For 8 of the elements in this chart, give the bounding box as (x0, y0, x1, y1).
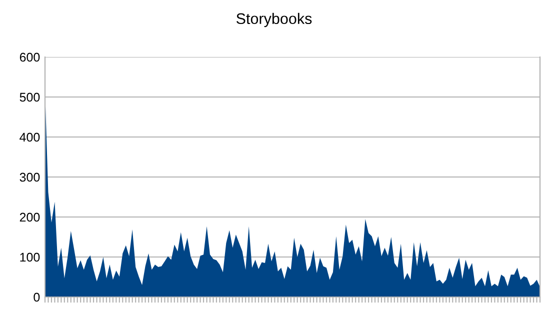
y-tick-label: 400 (20, 132, 40, 142)
y-tick-label: 0 (34, 292, 40, 302)
y-tick-label: 100 (20, 252, 40, 262)
y-tick-label: 200 (20, 212, 40, 222)
chart-title: Storybooks (236, 12, 312, 28)
y-tick-label: 500 (20, 92, 40, 102)
y-tick-label: 300 (20, 172, 40, 182)
y-tick-label: 600 (20, 52, 40, 62)
